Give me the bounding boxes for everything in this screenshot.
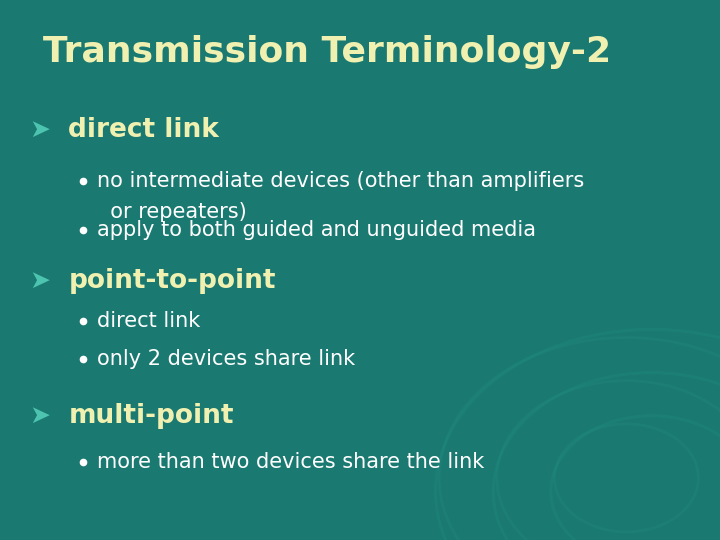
Text: or repeaters): or repeaters) — [97, 202, 247, 222]
Text: ➤: ➤ — [29, 269, 50, 293]
Text: apply to both guided and unguided media: apply to both guided and unguided media — [97, 219, 536, 240]
Text: multi-point: multi-point — [68, 403, 234, 429]
Text: Transmission Terminology-2: Transmission Terminology-2 — [43, 35, 611, 69]
Text: no intermediate devices (other than amplifiers: no intermediate devices (other than ampl… — [97, 171, 585, 191]
Text: direct link: direct link — [68, 117, 220, 143]
Text: direct link: direct link — [97, 311, 200, 332]
Text: ➤: ➤ — [29, 118, 50, 141]
Text: point-to-point: point-to-point — [68, 268, 276, 294]
Text: only 2 devices share link: only 2 devices share link — [97, 349, 356, 369]
Text: more than two devices share the link: more than two devices share the link — [97, 451, 485, 472]
Text: ➤: ➤ — [29, 404, 50, 428]
